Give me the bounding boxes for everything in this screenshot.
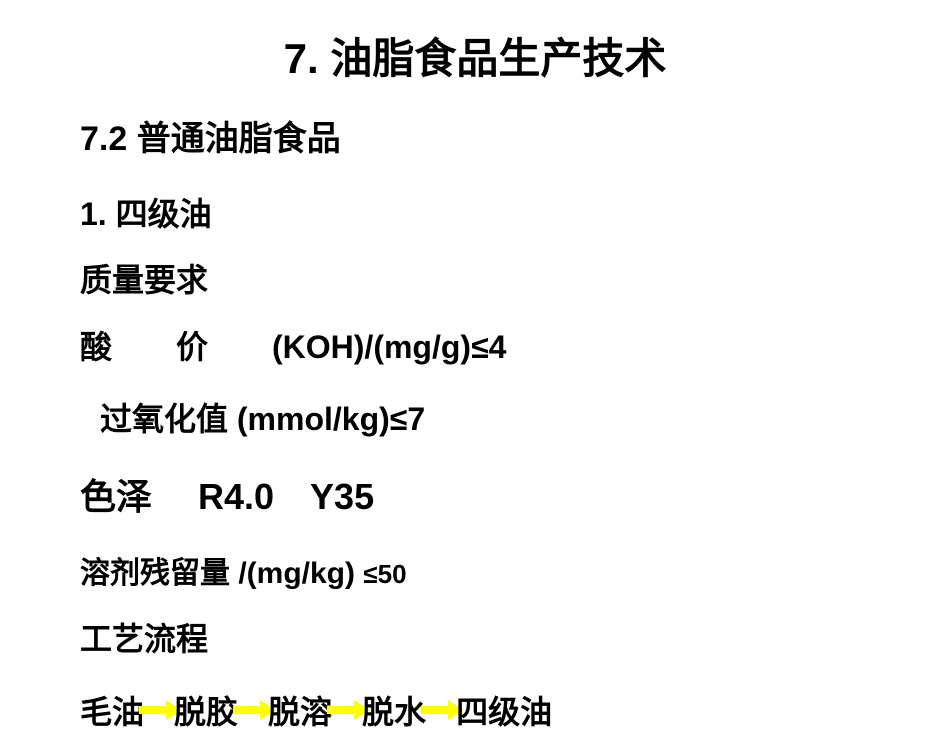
solvent-value: ≤50 <box>363 559 406 589</box>
flow-step-2: 脱胶 <box>174 687 238 733</box>
process-label: 工艺流程 <box>80 620 870 658</box>
subsection-heading: 1. 四级油 <box>80 195 870 233</box>
flow-step-3: 脱溶 <box>268 687 332 733</box>
acid-value-line: 酸 价 (KOH)/(mg/g)≤4 <box>80 328 870 366</box>
quality-label: 质量要求 <box>80 261 870 299</box>
solvent-line: 溶剂残留量 /(mg/kg) ≤50 <box>80 548 870 592</box>
section-subtitle: 7.2 普通油脂食品 <box>80 111 870 160</box>
flow-step-5: 四级油 <box>456 687 552 733</box>
color-line: 色泽 R4.0 Y35 <box>80 468 870 520</box>
flow-step-4: 脱水 <box>362 687 426 733</box>
peroxide-value-line: 过氧化值 (mmol/kg)≤7 <box>80 394 870 440</box>
chapter-title: 7. 油脂食品生产技术 <box>80 25 870 86</box>
solvent-label: 溶剂残留量 /(mg/kg) <box>80 557 363 590</box>
flow-step-1: 毛油 <box>80 687 144 733</box>
process-flow: 毛油 脱胶 脱溶 脱水 四级油 <box>80 687 870 733</box>
